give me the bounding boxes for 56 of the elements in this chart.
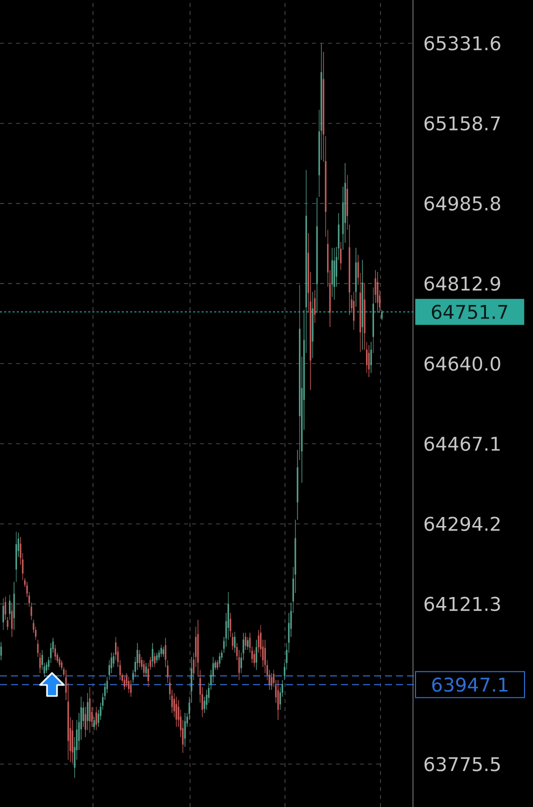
candlestick [58, 656, 60, 668]
y-tick-label: 63775.5 [424, 756, 500, 772]
candlestick [216, 660, 218, 670]
y-tick-label: 64467.1 [424, 436, 500, 451]
candlestick [331, 248, 333, 298]
candlestick [86, 692, 88, 730]
y-tick-label: 65331.6 [424, 36, 500, 50]
candlestick [143, 660, 145, 678]
candlestick [362, 260, 364, 350]
candlestick [234, 632, 236, 653]
candlestick [368, 344, 370, 378]
candlestick [72, 720, 74, 764]
candlestick [54, 644, 56, 660]
candlestick [0, 642, 2, 660]
y-tick-label: 64640.0 [424, 356, 500, 371]
candlestick [314, 290, 316, 324]
y-tick-label: 65158.7 [424, 116, 500, 131]
candlestick [312, 292, 314, 358]
y-tick-label: 64294.2 [424, 516, 500, 532]
candlestick [11, 602, 13, 638]
candlestick [84, 706, 86, 738]
candlestick [130, 680, 132, 697]
candlestick [381, 310, 383, 320]
ref-line-label: 64751.7 [432, 304, 508, 320]
candlestick [152, 642, 154, 668]
y-tick-label: 64985.8 [424, 196, 500, 211]
candlestick [355, 248, 357, 307]
candlestick [96, 706, 98, 730]
candlestick [15, 532, 17, 582]
candlestick [376, 272, 378, 313]
candlestick [277, 680, 279, 720]
candlestick [340, 242, 342, 270]
candlestick [162, 646, 164, 658]
candlestick [184, 712, 186, 747]
candlestick [13, 582, 15, 630]
candlestick [160, 644, 162, 658]
candlestick [244, 632, 246, 650]
candlestick [176, 696, 178, 728]
candlestick [145, 662, 147, 678]
candlestick [154, 652, 156, 668]
candlestick [247, 636, 249, 650]
ref-line-label: 63947.1 [432, 677, 508, 692]
candlestick [124, 676, 126, 690]
y-tick-label: 64121.3 [424, 596, 500, 612]
candlestick [316, 198, 318, 313]
candlestick [256, 640, 258, 670]
candlestick [334, 248, 336, 300]
candlestick [89, 686, 91, 734]
candlestick [218, 652, 220, 668]
candlestick [353, 292, 355, 330]
y-tick-label: 64812.9 [424, 276, 500, 291]
candlestick [156, 652, 158, 664]
candlestick [8, 594, 10, 620]
candlestick [138, 650, 140, 668]
candlestick [93, 716, 95, 730]
candlestick [270, 672, 272, 690]
